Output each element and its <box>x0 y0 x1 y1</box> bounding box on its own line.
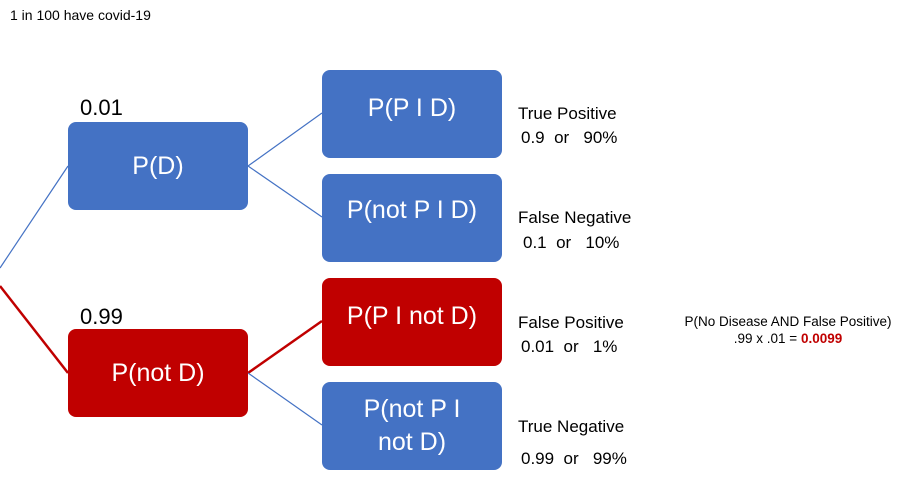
edge-root-pnotd <box>0 285 69 374</box>
node-pnotpd: P(not P I D) <box>322 174 502 262</box>
node-pd: P(D) <box>68 122 248 210</box>
calc-block: P(No Disease AND False Positive) .99 x .… <box>660 313 916 347</box>
node-pnotpnotd-line1: P(not P I <box>363 395 461 423</box>
node-pd-label: P(D) <box>132 151 184 180</box>
outcome-fp-name: False Positive <box>518 313 624 332</box>
node-pnotpnotd: P(not P I not D) <box>322 382 502 470</box>
node-ppd-label: P(P I D) <box>367 93 457 122</box>
outcome-fp-value: 0.01 or 1% <box>521 337 618 356</box>
edge-pd-ppd <box>247 112 323 167</box>
outcome-fn-value: 0.1 or 10% <box>523 233 620 252</box>
page-title: 1 in 100 have covid-19 <box>10 7 151 23</box>
edge-pnotd-pnotpnotd <box>247 372 323 426</box>
calc-result: 0.0099 <box>800 331 843 346</box>
edge-root-pd <box>0 165 69 269</box>
node-ppd: P(P I D) <box>322 70 502 158</box>
node-pnotpnotd-line2: not D) <box>377 428 447 456</box>
edge-pnotd-ppnotd <box>247 319 323 375</box>
prob-pnotd: 0.99 <box>80 304 123 329</box>
node-ppnotd-label: P(P I not D) <box>346 301 478 330</box>
node-pnotpd-label: P(not P I D) <box>346 195 478 224</box>
outcome-tp-name: True Positive <box>518 104 617 123</box>
node-pnotd-label: P(not D) <box>111 358 205 387</box>
outcome-tp-value: 0.9 or 90% <box>521 128 618 147</box>
prob-pd: 0.01 <box>80 95 123 120</box>
calc-expression: .99 x .01 = 0.0099 <box>660 330 916 347</box>
edge-pd-pnotpd <box>247 165 323 218</box>
outcome-fn-name: False Negative <box>518 208 632 227</box>
outcome-tn-name: True Negative <box>518 417 625 436</box>
outcome-tn-value: 0.99 or 99% <box>521 449 627 468</box>
calc-expr: .99 x .01 = <box>733 331 801 346</box>
node-ppnotd: P(P I not D) <box>322 278 502 366</box>
calc-title: P(No Disease AND False Positive) <box>684 314 892 329</box>
node-pnotd: P(not D) <box>68 329 248 417</box>
